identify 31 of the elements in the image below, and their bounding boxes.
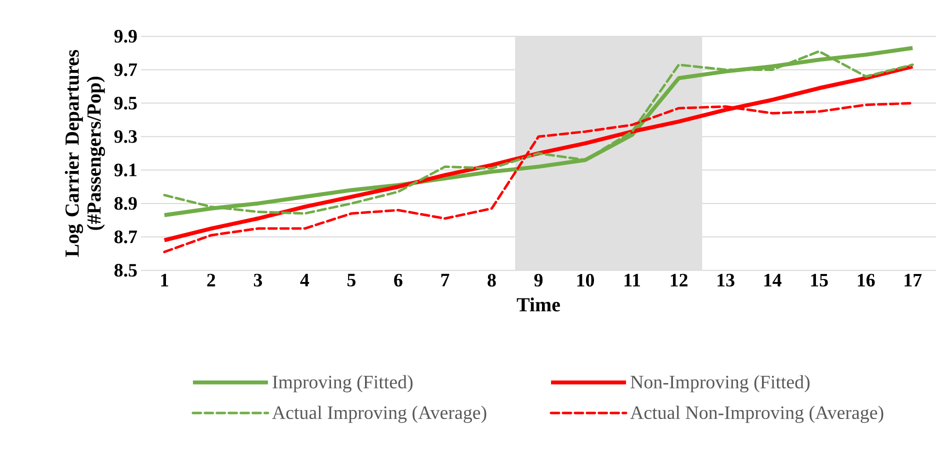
y-tick-label: 9.1 bbox=[114, 163, 137, 176]
legend-label: Actual Non-Improving (Average) bbox=[630, 406, 884, 423]
x-tick-label: 14 bbox=[764, 274, 782, 286]
legend-label: Actual Improving (Average) bbox=[272, 406, 486, 423]
x-tick-label: 3 bbox=[254, 274, 262, 286]
legend-label: Improving (Fitted) bbox=[272, 374, 413, 392]
x-tick-label: 9 bbox=[534, 274, 543, 286]
x-tick-label: 2 bbox=[207, 274, 216, 286]
y-tick-label: 8.5 bbox=[114, 264, 137, 277]
x-tick-label: 8 bbox=[488, 274, 496, 286]
x-tick-label: 10 bbox=[577, 274, 594, 286]
x-tick-label: 17 bbox=[904, 274, 922, 286]
x-axis-title: Time bbox=[516, 297, 560, 312]
x-tick-label: 13 bbox=[718, 274, 734, 286]
y-tick-label: 9.7 bbox=[114, 63, 138, 76]
x-tick-label: 1 bbox=[161, 274, 168, 286]
y-tick-label: 9.3 bbox=[114, 130, 137, 143]
x-tick-label: 16 bbox=[858, 274, 875, 286]
y-axis-title: Log Carrier Departures (#Passengers/Pop) bbox=[64, 50, 105, 257]
x-tick-label: 5 bbox=[347, 274, 356, 286]
x-tick-label: 15 bbox=[811, 274, 828, 286]
x-tick-label: 6 bbox=[394, 274, 402, 286]
x-tick-label: 4 bbox=[300, 274, 310, 286]
legend-label: Non-Improving (Fitted) bbox=[630, 374, 810, 392]
x-tick-label: 12 bbox=[670, 274, 688, 286]
x-tick-label: 7 bbox=[441, 274, 450, 286]
y-tick-label: 9.9 bbox=[114, 30, 137, 43]
x-tick-label: 11 bbox=[624, 274, 640, 286]
y-tick-label: 8.9 bbox=[114, 196, 137, 210]
y-tick-label: 9.5 bbox=[114, 96, 137, 110]
y-tick-label: 8.7 bbox=[114, 230, 138, 244]
